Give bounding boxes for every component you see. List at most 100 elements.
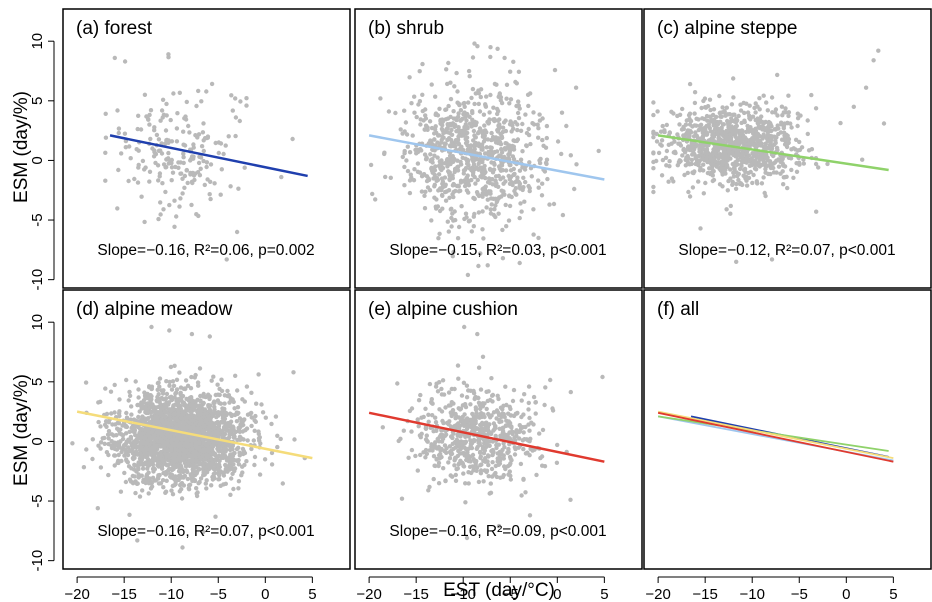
data-point	[197, 154, 202, 159]
data-point	[175, 411, 181, 417]
data-point	[241, 417, 246, 423]
data-point	[453, 188, 458, 194]
data-point	[167, 379, 172, 385]
data-point	[495, 129, 501, 134]
data-point	[462, 128, 467, 134]
data-point	[238, 99, 243, 104]
data-point	[691, 170, 696, 176]
data-point	[480, 227, 485, 232]
data-point	[435, 113, 441, 118]
data-point	[160, 418, 165, 424]
data-point	[763, 141, 768, 146]
data-point	[462, 100, 467, 106]
data-point	[81, 465, 87, 470]
data-point	[751, 137, 756, 143]
data-point	[724, 134, 729, 139]
data-point	[189, 331, 195, 337]
data-point	[220, 428, 225, 433]
data-point	[120, 433, 126, 438]
data-point	[564, 123, 569, 129]
data-point	[496, 211, 501, 216]
data-point	[759, 181, 765, 186]
data-point	[470, 452, 476, 458]
data-point	[462, 110, 467, 115]
data-point	[487, 491, 492, 496]
data-point	[526, 132, 532, 138]
data-point	[508, 461, 513, 466]
data-point	[462, 183, 468, 189]
data-point	[425, 127, 430, 132]
data-point	[506, 472, 511, 477]
data-point	[167, 383, 172, 388]
data-point	[728, 211, 733, 216]
data-point	[524, 143, 529, 149]
data-point	[453, 445, 458, 450]
data-point	[192, 478, 198, 484]
data-point	[419, 189, 425, 194]
data-point	[654, 158, 659, 164]
data-point	[456, 376, 461, 381]
data-point	[146, 470, 151, 475]
data-point	[702, 116, 707, 122]
data-point	[781, 125, 786, 131]
data-point	[466, 68, 472, 74]
data-point	[126, 178, 131, 184]
data-point	[116, 460, 121, 466]
data-point	[222, 401, 227, 406]
data-point	[711, 107, 717, 112]
data-point	[123, 447, 128, 453]
data-point	[474, 410, 479, 416]
data-point	[198, 166, 203, 171]
data-point	[206, 440, 211, 445]
data-point	[671, 150, 676, 155]
data-point	[233, 133, 238, 139]
data-point	[776, 157, 781, 162]
data-point	[671, 111, 676, 116]
data-point	[736, 177, 741, 183]
data-point	[446, 170, 452, 176]
data-point	[209, 483, 214, 488]
data-point	[149, 461, 154, 467]
data-point	[490, 134, 496, 140]
data-point	[496, 196, 501, 201]
data-point	[470, 117, 475, 123]
data-point	[116, 452, 121, 458]
data-point	[517, 168, 523, 173]
data-point	[138, 127, 144, 132]
data-point	[380, 425, 385, 430]
data-point	[765, 155, 770, 160]
data-point	[775, 147, 780, 153]
data-point	[209, 378, 214, 383]
data-point	[659, 143, 664, 148]
data-point	[451, 109, 456, 114]
data-point	[176, 455, 181, 461]
data-point	[516, 69, 522, 75]
data-point	[476, 129, 481, 135]
data-point	[731, 76, 736, 81]
data-point	[791, 175, 796, 180]
data-point	[518, 201, 523, 206]
data-point	[122, 59, 128, 64]
data-point	[439, 126, 445, 132]
data-point	[200, 437, 205, 442]
data-point	[708, 114, 713, 119]
data-point	[759, 154, 764, 159]
data-point	[487, 110, 492, 115]
data-point	[470, 157, 475, 162]
data-point	[206, 467, 212, 472]
data-point	[158, 148, 163, 153]
data-point	[476, 101, 481, 107]
data-point	[435, 389, 441, 394]
data-point	[216, 410, 221, 415]
data-point	[402, 164, 407, 170]
data-point	[204, 486, 209, 491]
data-point	[198, 476, 204, 481]
data-point	[154, 405, 159, 410]
data-point	[485, 263, 490, 268]
data-point	[433, 463, 438, 469]
data-point	[490, 177, 495, 182]
data-point	[115, 206, 120, 211]
data-point	[213, 392, 218, 398]
data-point	[169, 488, 174, 493]
data-point	[240, 397, 245, 402]
